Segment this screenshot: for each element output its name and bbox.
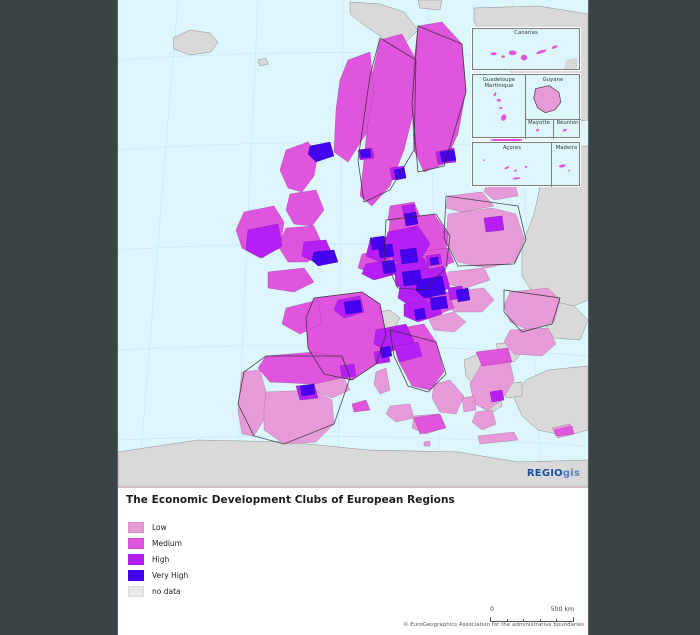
inset-divider-v2 <box>553 119 554 139</box>
legend-label-no-data: no data <box>152 586 181 596</box>
regiogis-secondary: gis <box>562 468 580 479</box>
nodata-land <box>118 0 588 487</box>
scale-bar-max-label: 500 km <box>550 606 574 613</box>
legend-label-very-high: Very High <box>152 570 189 580</box>
legend-swatch-very-high <box>128 569 144 581</box>
country-borders <box>237 25 561 445</box>
legend-swatch-no-data <box>128 585 144 597</box>
map-page: Canarias Guadeloupe <box>118 0 588 635</box>
scale-bar-line <box>490 621 574 622</box>
legend-label-low: Low <box>152 522 167 532</box>
legend-swatch-low <box>128 521 144 533</box>
scale-bar-tick-1 <box>506 619 508 622</box>
scale-bar-graphic <box>490 616 574 622</box>
legend-swatch-high <box>128 553 144 565</box>
legend-item-very-high[interactable]: Very High <box>128 567 188 583</box>
canarias-shapes <box>490 45 578 69</box>
scale-bar-min-label: 0 <box>490 606 494 613</box>
regions-very-high <box>299 141 471 397</box>
overseas-shapes <box>493 85 567 132</box>
legend: Low Medium High Very High no data <box>128 519 188 599</box>
inset-divider-v3 <box>551 143 552 187</box>
legend-item-high[interactable]: High <box>128 551 188 567</box>
scale-bar-tick-0 <box>490 617 491 622</box>
inset-atlantic-group[interactable]: Açores Madeira <box>472 142 580 187</box>
legend-item-low[interactable]: Low <box>128 519 188 535</box>
scale-bar-tick-2 <box>523 619 525 622</box>
inset-overseas-group[interactable]: Guadeloupe Martinique Guyane Mayotte Réu… <box>472 74 581 139</box>
scale-bar-tick-4 <box>556 619 558 622</box>
regiogis-logo: REGIOgis <box>527 468 580 479</box>
page-title: The Economic Development Clubs of Europe… <box>126 494 455 506</box>
copyright-notice: © EuroGeographics Association for the ad… <box>403 622 584 628</box>
inset-divider-v1 <box>525 75 526 139</box>
regiogis-primary: REGIO <box>526 468 563 479</box>
europe-choropleth-svg <box>118 0 588 487</box>
legend-item-no-data[interactable]: no data <box>128 583 188 599</box>
legend-label-high: High <box>152 554 170 564</box>
map-canvas[interactable]: Canarias Guadeloupe <box>118 0 588 487</box>
map-footer-divider <box>118 487 588 488</box>
scale-bar-tick-5 <box>573 617 574 622</box>
inset-canarias[interactable]: Canarias <box>472 28 580 70</box>
scale-bar-labels: 0 500 km <box>490 606 574 615</box>
atlantic-shapes <box>483 159 571 180</box>
legend-swatch-medium <box>128 537 144 549</box>
legend-label-medium: Medium <box>152 538 182 548</box>
scale-bar: 0 500 km <box>490 606 574 622</box>
legend-item-medium[interactable]: Medium <box>128 535 188 551</box>
scale-bar-tick-3 <box>539 619 541 622</box>
